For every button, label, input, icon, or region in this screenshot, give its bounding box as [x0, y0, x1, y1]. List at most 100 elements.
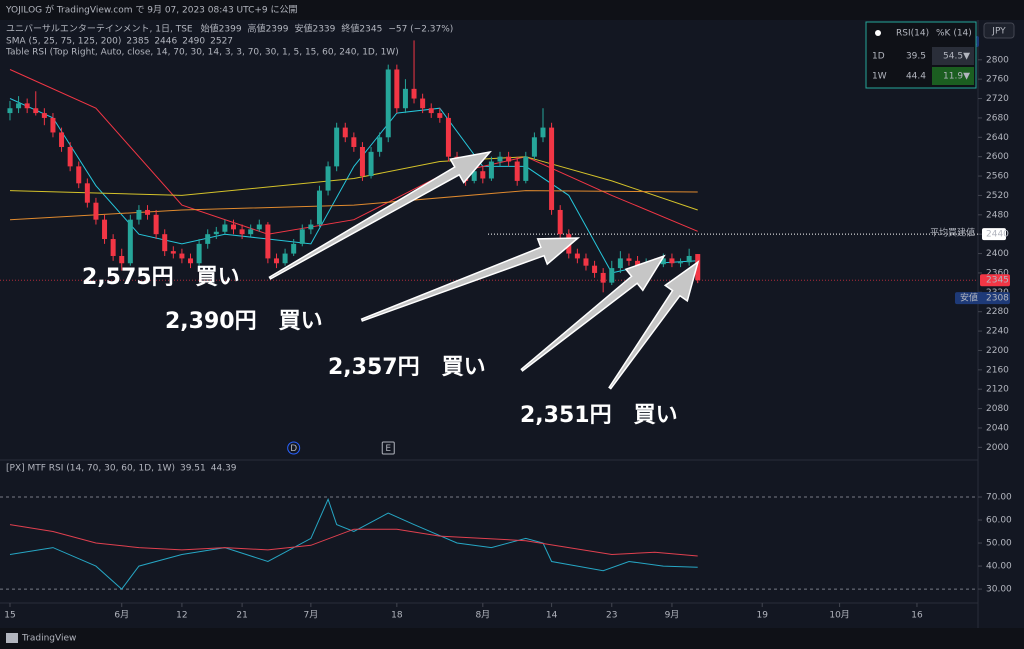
footer-bar: [0, 628, 1024, 649]
x-tick-label: 15: [4, 611, 15, 621]
candle-body: [213, 231, 219, 235]
y-tick-label: 2240: [986, 327, 1009, 337]
candle-body: [557, 209, 563, 235]
candle-body: [471, 171, 477, 181]
annotation: 2,575円 買い: [82, 265, 240, 290]
y-tick-label: 2000: [986, 443, 1009, 453]
candle-body: [549, 127, 555, 210]
candle-body: [351, 137, 357, 147]
candle-body: [170, 251, 176, 254]
y-tick-label: 2280: [986, 307, 1009, 317]
candle-body: [102, 219, 108, 240]
change: −57 (−2.37%): [388, 25, 453, 35]
x-tick-label: 8月: [475, 610, 490, 621]
rsi-y-tick-label: 60.00: [986, 516, 1012, 526]
sma-value: 2490: [182, 37, 205, 47]
table-cell-text: 39.5: [906, 52, 926, 62]
avg-cost-value: 2440: [986, 230, 1009, 240]
candle-body: [497, 156, 503, 162]
currency[interactable]: JPY: [991, 27, 1006, 37]
candle-body: [609, 268, 615, 283]
candle-body: [41, 113, 47, 118]
candle-body: [59, 132, 65, 147]
candle-body: [342, 127, 348, 138]
y-tick-label: 2800: [986, 55, 1009, 65]
ohlc-value: 2399: [219, 25, 242, 35]
candle-body: [16, 103, 22, 109]
y-tick-label: 2360: [986, 268, 1009, 278]
candle-body: [230, 224, 236, 230]
candle-body: [282, 253, 288, 264]
table-cell-text: 1D: [872, 52, 885, 62]
ohlc-label: 安値: [294, 23, 312, 35]
candle-body: [127, 219, 133, 264]
candle-body: [50, 117, 56, 133]
candle-body: [437, 113, 443, 118]
event-label: E: [385, 444, 391, 454]
candle-body: [162, 234, 168, 252]
rsi-y-tick-label: 40.00: [986, 562, 1012, 572]
sma-line: [9, 156, 698, 211]
ohlc-label: 高値: [248, 23, 266, 35]
table-header: %K (14): [936, 29, 972, 39]
candle-body: [488, 161, 494, 179]
currency-button[interactable]: [983, 22, 1015, 39]
candle-body: [239, 229, 245, 235]
candle-body: [678, 262, 684, 264]
x-tick-label: 14: [546, 611, 558, 621]
candle-body: [136, 209, 142, 220]
candle-body: [256, 224, 262, 230]
candle-body: [480, 171, 486, 179]
sma-line: [9, 69, 698, 235]
candle-body: [93, 202, 99, 220]
candle-body: [420, 98, 426, 109]
low-badge: [955, 292, 1010, 305]
y-tick-label: 2560: [986, 172, 1009, 182]
candle-body: [248, 229, 254, 235]
candle-body: [531, 137, 537, 157]
candle-body: [273, 258, 279, 264]
y-tick-label: 2640: [986, 133, 1009, 143]
candle-body: [402, 88, 408, 109]
sma-legend: SMA (5, 25, 75, 125, 200): [6, 37, 121, 47]
table-icon: [875, 30, 881, 36]
y-tick-label: 2160: [986, 365, 1009, 375]
x-tick-label: 16: [911, 611, 923, 621]
candle-body: [291, 243, 297, 254]
candle-body: [592, 265, 598, 273]
rsi-value: 44.39: [211, 464, 237, 474]
candle-body: [110, 239, 116, 256]
candle-body: [600, 272, 606, 283]
event-marker: [381, 441, 395, 455]
candle-body: [540, 127, 546, 138]
table-cell: [932, 47, 974, 65]
last-price-badge: [980, 274, 1010, 287]
footer-brand: TradingView: [21, 634, 76, 644]
candle-body: [385, 69, 391, 138]
y-tick-label: 2720: [986, 94, 1009, 104]
y-tick-label: 2080: [986, 404, 1009, 414]
x-tick-label: 19: [756, 611, 768, 621]
table-rsi-legend: Table RSI (Top Right, Auto, close, 14, 7…: [5, 48, 399, 58]
candle-body: [583, 258, 589, 266]
candle-body: [196, 243, 202, 264]
y-tick-label: 2520: [986, 191, 1009, 201]
candle-body: [325, 166, 331, 191]
rsi-line: [9, 497, 698, 590]
candle-body: [523, 156, 529, 181]
candle-body: [377, 137, 383, 152]
y-tick-label: 2400: [986, 249, 1009, 259]
y-tick-label: 2600: [986, 152, 1009, 162]
candle-body: [411, 88, 417, 99]
y-tick-label: 2680: [986, 113, 1009, 123]
event-label: D: [290, 444, 297, 454]
table-header: RSI(14): [896, 29, 929, 39]
candle-body: [669, 258, 675, 264]
candle-body: [359, 146, 365, 177]
ohlc-value: 2345: [359, 25, 382, 35]
annotation: 2,390円 買い: [165, 309, 323, 334]
y-tick-label: 2040: [986, 423, 1009, 433]
candle-body: [316, 190, 322, 225]
x-tick-label: 12: [176, 611, 187, 621]
sma-line: [9, 190, 698, 221]
